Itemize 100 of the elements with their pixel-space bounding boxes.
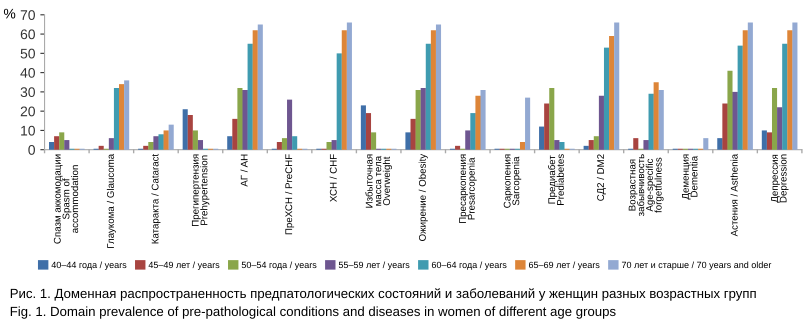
x-tick-label: Ожирение / Obesity [418,154,428,241]
x-tick-label: Прегипертензия Prehypertension [192,154,210,226]
x-tick-label: Глаукома / Glaucoma [106,154,116,248]
legend-label: 40–44 года / years [52,261,126,270]
x-tick-label: СД2 / DM2 [596,154,606,201]
x-tick-label: ХСН / CHF [330,154,337,202]
x-tick-label: Пресаркопения Presarcopenia [459,154,477,224]
bar [436,24,442,150]
bar [792,22,798,150]
bar [594,136,599,150]
x-tick-label: Катаракта / Cataract [151,154,160,244]
x-tick-label: Возрастная забывчивость Age-specific forgetfulness [628,154,664,216]
bar [153,136,158,150]
bar [248,44,253,150]
x-tick-label: Предиабет Prediabetes [548,154,564,205]
y-tick-label: 60 [20,29,35,40]
y-tick-label: 0 [28,145,35,155]
bar [342,30,347,150]
bar [371,132,376,150]
bar [124,80,130,150]
y-tick-label: 70 [20,10,35,20]
legend-label: 70 лет и старше / 70 years and older [622,261,772,270]
bar [475,96,481,150]
bar [717,138,722,150]
bar [787,30,792,150]
bar [326,142,332,150]
bar [168,124,174,150]
bar [108,138,114,150]
bar [549,88,554,150]
bar [766,132,772,150]
bar [287,100,292,150]
legend-label: 55–59 лет / years [338,261,410,270]
bar [480,90,486,150]
bar [405,132,410,150]
bar [182,109,188,150]
x-tick-label: Астения / Asthenia [730,154,738,236]
bar [227,136,232,150]
legend-label: 50–54 года / years [242,261,316,270]
bar [598,96,604,150]
x-tick-label: Депрессия Depression [771,154,789,203]
bar [242,90,248,150]
bar [777,107,782,150]
y-tick-label: 50 [20,48,35,59]
y-tick-label: 20 [20,106,35,116]
bar [430,30,436,150]
bar [366,113,372,150]
legend-label: 45–49 лет / years [148,261,220,270]
bar [346,22,352,150]
bar [426,44,431,150]
bar [609,36,614,150]
bar [276,142,282,150]
bar [282,138,288,150]
x-tick-label: Саркопения Sarcopenia [504,154,522,208]
y-axis-title: % [4,8,16,18]
bar [192,130,198,150]
bar [119,84,124,150]
bar [722,103,728,150]
bar [703,138,708,150]
bar [748,22,753,150]
x-tick-label: Деменция Dementia [682,154,698,200]
bar [643,140,649,150]
y-tick-label: 10 [21,126,35,136]
bar [232,118,238,150]
bar [470,113,476,150]
legend-label: 65–69 лет / years [528,261,600,270]
bar [658,90,664,150]
bar [455,146,460,150]
bar [292,136,298,150]
bar [336,53,342,150]
bar [114,88,120,150]
y-tick-label: 40 [20,68,35,78]
bar [54,136,60,150]
bar [416,90,421,150]
bar [559,142,565,150]
bar [588,140,594,150]
bar [554,140,560,150]
bar [732,92,738,150]
bar [332,140,337,150]
bar [188,115,193,150]
caption: Fig. 1. Domain prevalence of pre-pathological conditions and diseases in women of different age groups [10,306,616,319]
bar [727,70,733,150]
bar [654,82,659,150]
bar [525,98,530,150]
bar [782,44,788,150]
bar [64,140,70,150]
bar [544,103,550,150]
bar [520,142,526,150]
bar [237,88,242,150]
bar [772,88,778,150]
y-tick-label: 30 [20,87,35,98]
bar [604,48,610,150]
x-tick-label: ПреХСН / PreCHF [285,154,294,234]
bar [648,94,654,150]
bar [360,105,366,150]
bar [143,146,148,150]
bar [762,130,767,150]
bar [738,46,743,150]
bar [614,22,620,150]
x-tick-label: Избыточная масса тела Overweight [365,154,392,208]
bar [584,146,589,150]
